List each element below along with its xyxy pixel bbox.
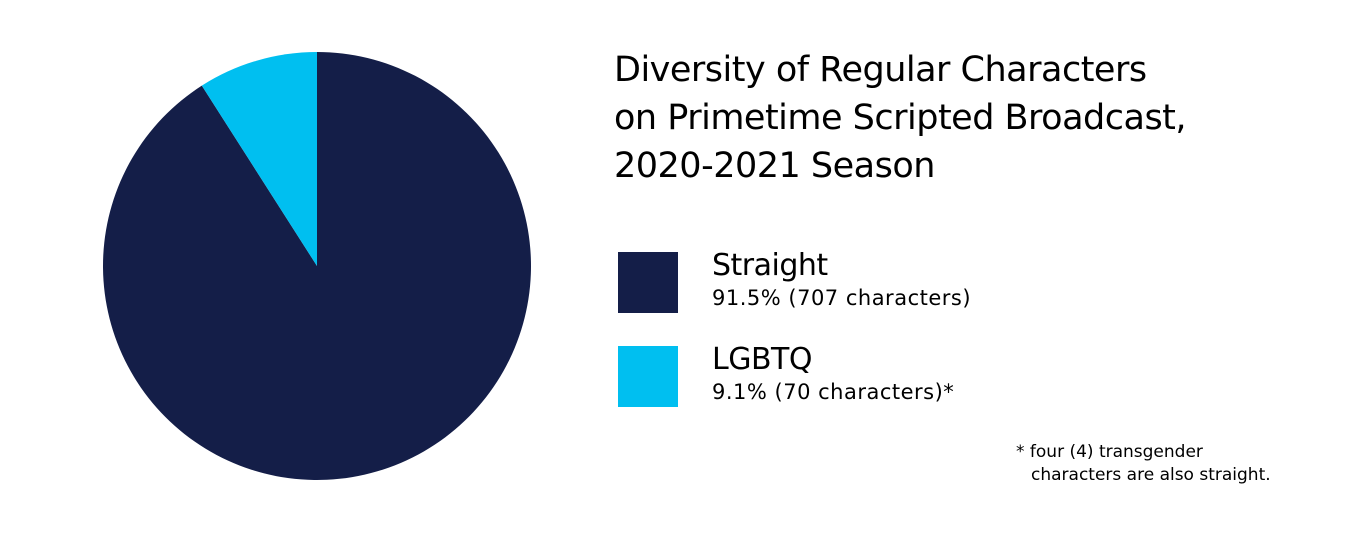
chart-title: Diversity of Regular Characters on Prime… — [614, 46, 1187, 190]
footnote-line-1: * four (4) transgender — [1016, 442, 1203, 462]
pie-slice-lgbtq — [201, 52, 317, 266]
legend-value-lgbtq: 9.1% (70 characters)* — [712, 380, 955, 404]
chart-title-line-2: on Primetime Scripted Broadcast, — [614, 98, 1187, 138]
footnote: * four (4) transgender characters are al… — [1016, 441, 1271, 487]
chart-title-line-1: Diversity of Regular Characters — [614, 50, 1147, 90]
chart-title-line-3: 2020-2021 Season — [614, 146, 935, 186]
legend-value-straight: 91.5% (707 characters) — [712, 286, 972, 310]
legend-label-lgbtq: LGBTQ — [712, 342, 812, 377]
legend-swatch-lgbtq — [618, 346, 678, 407]
legend-label-straight: Straight — [712, 248, 828, 283]
pie-chart — [102, 52, 532, 480]
legend-swatch-straight — [618, 252, 678, 313]
footnote-line-2: characters are also straight. — [1031, 465, 1271, 485]
